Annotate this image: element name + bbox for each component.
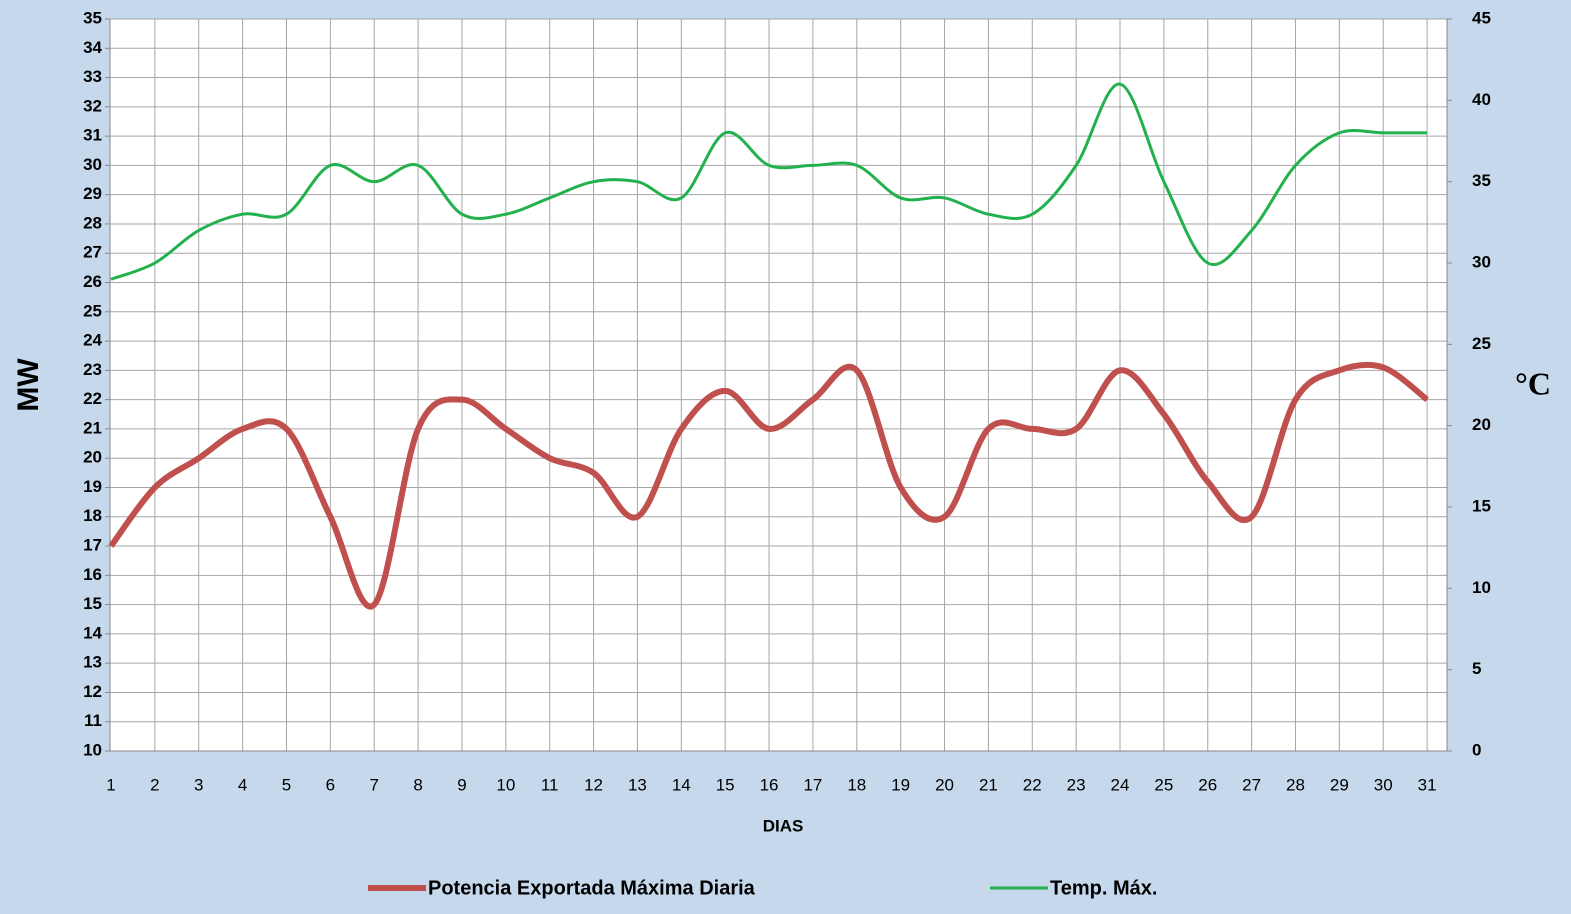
y2-tick-label: 35: [1472, 171, 1491, 190]
y-tick-label: 26: [83, 272, 102, 291]
x-tick-label: 22: [1023, 775, 1042, 794]
y-tick-label: 17: [83, 536, 102, 555]
y-tick-label: 22: [83, 389, 102, 408]
y-tick-label: 25: [83, 301, 102, 320]
y-tick-label: 18: [83, 506, 102, 525]
legend-label: Potencia Exportada Máxima Diaria: [428, 877, 756, 899]
y-tick-label: 13: [83, 653, 102, 672]
x-tick-label: 5: [282, 775, 291, 794]
y-tick-label: 16: [83, 565, 102, 584]
x-tick-label: 25: [1154, 775, 1173, 794]
y2-tick-label: 15: [1472, 496, 1491, 515]
line-series: [110, 82, 1428, 281]
x-tick-label: 29: [1330, 775, 1349, 794]
y-tick-label: 19: [83, 477, 102, 496]
x-tick-label: 11: [541, 775, 559, 794]
x-tick-label: 9: [457, 775, 466, 794]
x-tick-label: 30: [1374, 775, 1393, 794]
y-tick-label: 23: [83, 360, 102, 379]
y2-axis-title: °C: [1515, 365, 1551, 401]
x-tick-label: 24: [1111, 775, 1130, 794]
y-tick-label: 12: [83, 682, 102, 701]
x-tick-label: 6: [326, 775, 335, 794]
x-tick-label: 28: [1286, 775, 1305, 794]
x-tick-label: 13: [628, 775, 647, 794]
y-tick-label: 30: [83, 155, 102, 174]
y-tick-label: 27: [83, 243, 102, 262]
y-tick-label: 24: [83, 331, 102, 350]
x-tick-label: 21: [979, 775, 998, 794]
legend-label: Temp. Máx.: [1050, 877, 1157, 899]
x-tick-label: 19: [891, 775, 910, 794]
y-tick-label: 31: [83, 126, 102, 145]
x-tick-label: 14: [672, 775, 691, 794]
y-tick-label: 21: [83, 418, 102, 437]
y-tick-label: 20: [83, 448, 102, 467]
x-tick-label: 15: [716, 775, 735, 794]
y-tick-label: 35: [83, 8, 102, 27]
y-tick-label: 10: [83, 740, 102, 759]
y-tick-label: 29: [83, 184, 102, 203]
y-tick-label: 28: [83, 213, 102, 232]
x-tick-label: 4: [238, 775, 247, 794]
y-tick-label: 34: [83, 38, 102, 57]
y2-tick-label: 5: [1472, 659, 1481, 678]
x-tick-label: 16: [760, 775, 779, 794]
x-tick-label: 3: [194, 775, 203, 794]
x-tick-label: 12: [584, 775, 603, 794]
y2-tick-label: 30: [1472, 252, 1491, 271]
y2-tick-label: 20: [1472, 415, 1491, 434]
y2-tick-label: 0: [1472, 740, 1481, 759]
x-tick-label: 10: [496, 775, 515, 794]
x-axis-title: DIAS: [763, 816, 804, 835]
y2-tick-label: 40: [1472, 90, 1491, 109]
x-tick-label: 2: [150, 775, 159, 794]
y-tick-label: 32: [83, 96, 102, 115]
x-tick-label: 27: [1242, 775, 1261, 794]
y2-tick-label: 10: [1472, 578, 1491, 597]
x-tick-label: 1: [106, 775, 115, 794]
y-tick-label: 14: [83, 623, 102, 642]
y2-tick-label: 45: [1472, 8, 1491, 27]
plot-area: [110, 19, 1447, 751]
y2-tick-label: 25: [1472, 334, 1491, 353]
y-tick-label: 15: [83, 594, 102, 613]
x-tick-label: 17: [803, 775, 822, 794]
x-tick-label: 20: [935, 775, 954, 794]
x-tick-label: 26: [1198, 775, 1217, 794]
line-series: [108, 361, 1429, 610]
x-tick-label: 31: [1418, 775, 1437, 794]
x-tick-label: 23: [1067, 775, 1086, 794]
x-tick-label: 8: [413, 775, 422, 794]
x-tick-label: 18: [847, 775, 866, 794]
x-tick-label: 7: [369, 775, 378, 794]
y-tick-label: 11: [84, 711, 102, 730]
y-tick-label: 33: [83, 67, 102, 86]
y-axis-title: MW: [12, 358, 45, 412]
